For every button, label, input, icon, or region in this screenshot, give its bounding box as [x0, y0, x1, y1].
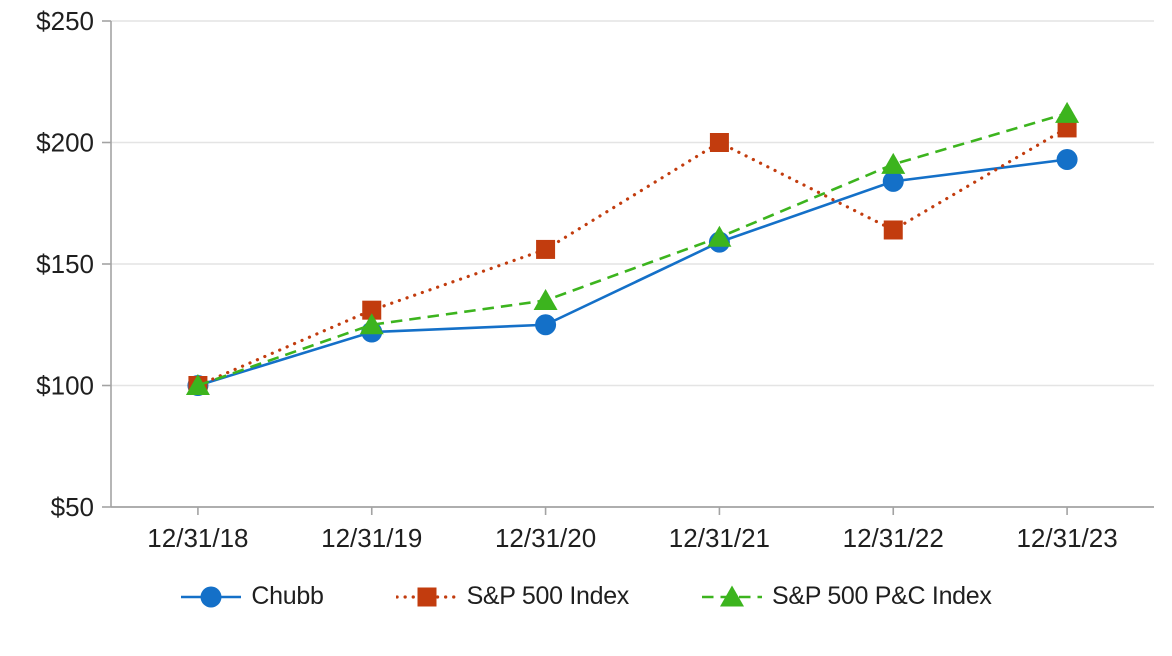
series-chubb: [187, 149, 1078, 396]
x-tick-label: 12/31/18: [147, 523, 248, 553]
series-s-p-500-index: [188, 118, 1077, 395]
series-s-p-500-p-c-index: [185, 101, 1080, 395]
legend-label-chubb: Chubb: [251, 582, 324, 610]
legend-label-sp500-pc: S&P 500 P&C Index: [772, 582, 992, 610]
legend-label-sp500: S&P 500 Index: [466, 582, 630, 610]
axes: [102, 20, 1154, 515]
x-tick-label: 12/31/21: [669, 523, 770, 553]
gridlines: [111, 20, 1154, 387]
y-tick-label: $50: [51, 492, 94, 522]
y-axis-labels: $50 $100 $150 $200 $250: [36, 6, 94, 522]
y-tick-label: $100: [36, 371, 94, 401]
legend-swatch-square-icon: [395, 587, 458, 606]
legend-swatch-triangle-icon: [702, 585, 762, 606]
y-tick-label: $250: [36, 6, 94, 36]
legend-swatch-circle-icon: [181, 586, 242, 607]
legend-item-chubb: Chubb: [180, 582, 324, 611]
y-tick-label: $200: [36, 128, 94, 158]
legend-item-sp500: S&P 500 Index: [395, 582, 630, 611]
x-axis-labels: 12/31/18 12/31/19 12/31/20 12/31/21 12/31/22…: [147, 523, 1117, 553]
y-tick-label: $150: [36, 249, 94, 279]
x-tick-label: 12/31/23: [1016, 523, 1117, 553]
legend-item-sp500-pc: S&P 500 P&C Index: [701, 582, 992, 611]
chart-legend: Chubb S&P 500 Index S&P 500 P&C Index: [0, 582, 1172, 611]
x-tick-label: 12/31/19: [321, 523, 422, 553]
x-tick-label: 12/31/20: [495, 523, 596, 553]
x-tick-label: 12/31/22: [843, 523, 944, 553]
